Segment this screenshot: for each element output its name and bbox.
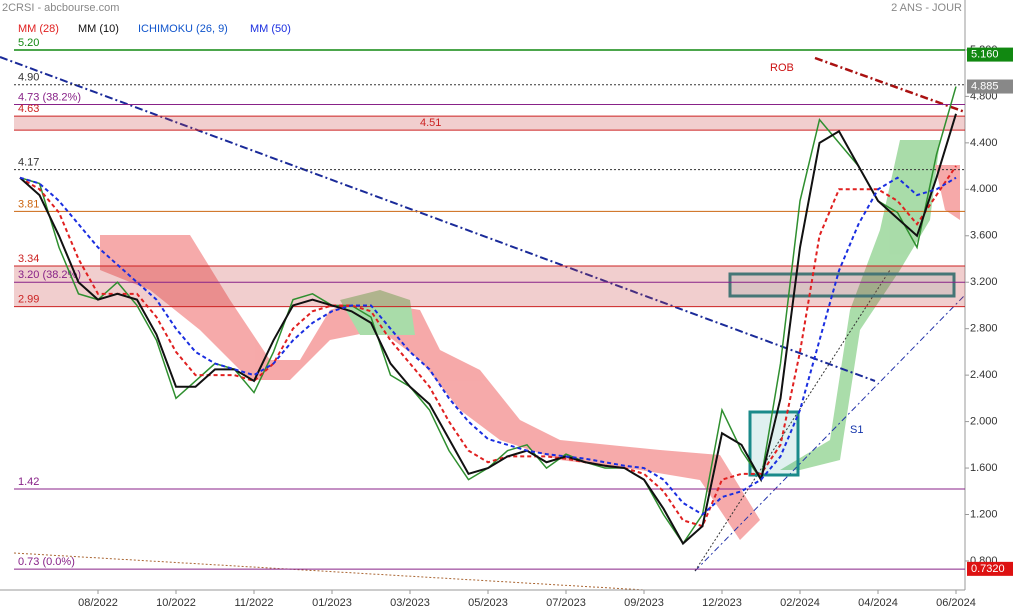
x-tick-label: 08/2022: [78, 597, 118, 609]
moving-average: [19, 165, 957, 528]
y-tick-label: 3.200: [970, 276, 998, 288]
cloud-bull: [780, 140, 940, 470]
level-label: 4.51: [420, 117, 441, 129]
x-tick-label: 06/2024: [936, 597, 976, 609]
y-tick-label: 4.000: [970, 183, 998, 195]
y-tick-label: 2.000: [970, 416, 998, 428]
trend-line: [814, 56, 966, 114]
annotation: S1: [850, 424, 863, 436]
chart-subtitle: 2 ANS - JOUR: [891, 2, 962, 14]
x-tick-label: 12/2023: [702, 597, 742, 609]
y-tick-label: 3.600: [970, 230, 998, 242]
x-tick-label: 10/2022: [156, 597, 196, 609]
price-tag: [967, 561, 1013, 576]
y-tick-label: 2.400: [970, 369, 998, 381]
legend-entry: MM (50): [250, 23, 291, 35]
level-label: 4.73 (38.2%): [18, 91, 81, 103]
legend-entry: MM (28): [18, 23, 59, 35]
level-label: 3.20 (38.2%): [18, 269, 81, 281]
level-label: 5.20: [18, 37, 39, 49]
level-label: 2.99: [18, 294, 39, 306]
x-tick-label: 03/2023: [390, 597, 430, 609]
level-label: 4.17: [18, 156, 39, 168]
cloud-bear: [935, 165, 960, 220]
y-tick-label: 1.200: [970, 508, 998, 520]
x-tick-label: 04/2024: [858, 597, 898, 609]
level-label: 4.63: [18, 103, 39, 115]
x-tick-label: 01/2023: [312, 597, 352, 609]
level-label: 3.81: [18, 198, 39, 210]
moving-average: [19, 113, 957, 546]
zone-box: [728, 272, 956, 298]
y-tick-label: 2.800: [970, 323, 998, 335]
level-label: 0.73 (0.0%): [18, 556, 75, 568]
x-tick-label: 07/2023: [546, 597, 586, 609]
price-tag-label: 0.7320: [971, 563, 1005, 575]
chart-title: 2CRSI - abcbourse.com: [2, 2, 119, 14]
x-tick-label: 05/2023: [468, 597, 508, 609]
zone-band: [14, 116, 965, 131]
legend-entry: MM (10): [78, 23, 119, 35]
price-tag: [967, 47, 1013, 62]
annotation: ROB: [770, 62, 794, 74]
moving-average: [19, 176, 957, 516]
level-label: 3.34: [18, 253, 39, 265]
y-tick-label: 1.600: [970, 462, 998, 474]
price-tag-label: 4.885: [971, 80, 999, 92]
trend-line: [0, 56, 876, 382]
x-tick-label: 02/2024: [780, 597, 820, 609]
price-tag: [967, 79, 1013, 94]
price-tag-label: 5.160: [971, 48, 999, 60]
level-label: 1.42: [18, 476, 39, 488]
level-label: 4.90: [18, 72, 39, 84]
zone-band: [14, 265, 965, 307]
x-tick-label: 11/2022: [235, 597, 274, 609]
x-tick-label: 09/2023: [624, 597, 664, 609]
legend-entry: ICHIMOKU (26, 9): [138, 23, 228, 35]
y-tick-label: 4.400: [970, 137, 998, 149]
trend-line: [13, 552, 646, 591]
